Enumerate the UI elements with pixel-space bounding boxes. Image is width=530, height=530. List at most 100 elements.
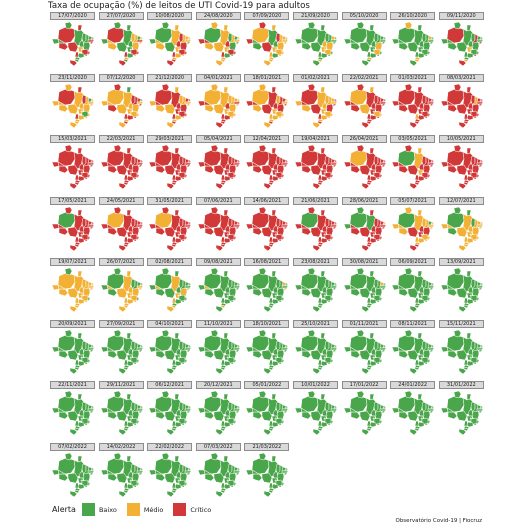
- state-pe: [136, 408, 143, 412]
- brazil-map: [148, 390, 192, 435]
- map-panel: 07/06/2021: [195, 196, 241, 252]
- state-sp: [174, 175, 182, 182]
- brazil-map: [246, 83, 289, 128]
- state-sp: [174, 52, 182, 59]
- panel-date-label: 07/02/2022: [50, 442, 95, 451]
- state-rj: [424, 53, 429, 57]
- map-panel: 15/11/2021: [438, 319, 484, 375]
- panel-date-label: 06/12/2021: [147, 381, 193, 389]
- state-al: [186, 226, 191, 229]
- state-extra: [106, 407, 115, 413]
- state-extra: [252, 222, 261, 228]
- state-rj: [279, 422, 283, 426]
- state-rr: [210, 21, 219, 30]
- state-rj: [473, 299, 478, 303]
- state-al: [138, 103, 142, 106]
- state-ro: [398, 104, 409, 112]
- state-ro: [447, 350, 458, 358]
- state-rj: [424, 361, 429, 364]
- state-al: [332, 349, 337, 352]
- state-al: [235, 410, 240, 414]
- panel-date-label: 05/10/2020: [341, 12, 387, 20]
- state-es: [282, 419, 285, 425]
- state-al: [89, 164, 94, 168]
- state-al: [284, 41, 288, 45]
- state-rs: [69, 305, 78, 312]
- state-extra: [106, 222, 115, 228]
- state-pe: [379, 347, 386, 350]
- state-sp: [272, 360, 279, 366]
- state-sp: [320, 175, 328, 182]
- state-sp: [272, 421, 279, 428]
- state-sc: [414, 304, 420, 309]
- panel-date-label: 28/06/2021: [341, 196, 387, 205]
- state-pe: [233, 101, 241, 104]
- brazil-map: [100, 144, 144, 189]
- state-extra: [57, 161, 66, 167]
- state-extra: [397, 345, 407, 351]
- map-panel: 01/11/2021: [341, 319, 387, 375]
- map-panel: 22/02/2022: [147, 442, 193, 498]
- panel-date-label: 25/10/2021: [293, 319, 338, 328]
- brazil-map: [51, 390, 95, 435]
- state-sp: [272, 483, 279, 489]
- state-ro: [398, 350, 409, 358]
- state-rr: [64, 206, 73, 214]
- panel-date-label: 07/12/2020: [98, 73, 144, 82]
- state-extra: [57, 222, 66, 228]
- state-sc: [220, 181, 226, 186]
- state-rj: [230, 115, 235, 118]
- map-title: Taxa de ocupação (%) de leitos de UTI Co…: [48, 1, 310, 11]
- state-extra: [446, 345, 455, 351]
- state-sp: [466, 237, 474, 243]
- state-extra: [252, 407, 261, 413]
- brazil-map: [100, 83, 144, 128]
- panel-date-label: 20/12/2021: [195, 381, 241, 389]
- state-al: [138, 349, 142, 352]
- map-panel: 21/06/2021: [293, 196, 338, 252]
- brazil-map: [391, 144, 435, 189]
- legend-item-baixo: Baixo: [81, 503, 117, 516]
- panel-date-label: 10/01/2022: [293, 381, 338, 389]
- state-rj: [84, 53, 89, 57]
- state-es: [476, 112, 480, 117]
- state-al: [284, 349, 288, 352]
- state-al: [89, 410, 94, 414]
- state-rs: [361, 244, 369, 251]
- map-panel: 17/07/2020: [50, 12, 95, 67]
- map-panel: 09/11/2020: [438, 12, 484, 67]
- state-al: [89, 103, 94, 106]
- state-sp: [369, 237, 376, 243]
- brazil-map: [51, 144, 95, 189]
- state-ro: [301, 411, 312, 420]
- state-rr: [113, 21, 121, 30]
- brazil-map: [343, 206, 387, 251]
- state-ro: [253, 165, 263, 174]
- state-sp: [223, 298, 231, 305]
- state-rj: [84, 484, 89, 487]
- state-rs: [215, 59, 224, 66]
- state-rs: [264, 244, 272, 251]
- map-panel: 18/01/2021: [244, 73, 290, 129]
- state-sc: [123, 58, 128, 63]
- map-panel: 25/10/2021: [293, 319, 338, 375]
- state-rr: [259, 452, 267, 460]
- state-extra: [252, 284, 261, 290]
- map-panel: 07/12/2020: [98, 73, 144, 129]
- map-panel: 15/03/2021: [50, 135, 95, 190]
- state-ro: [107, 42, 117, 51]
- state-sp: [417, 237, 425, 243]
- state-rr: [113, 206, 121, 214]
- panel-date-label: 11/10/2021: [195, 319, 241, 328]
- state-rs: [215, 490, 224, 497]
- state-pe: [87, 224, 95, 227]
- state-ro: [350, 165, 360, 174]
- state-sp: [417, 360, 425, 366]
- state-ro: [350, 42, 360, 51]
- state-pe: [233, 39, 241, 43]
- map-panel: 19/04/2021: [293, 135, 338, 190]
- state-sc: [74, 181, 80, 186]
- state-es: [282, 173, 285, 179]
- map-panel: 01/02/2021: [293, 73, 338, 129]
- state-sc: [269, 181, 274, 186]
